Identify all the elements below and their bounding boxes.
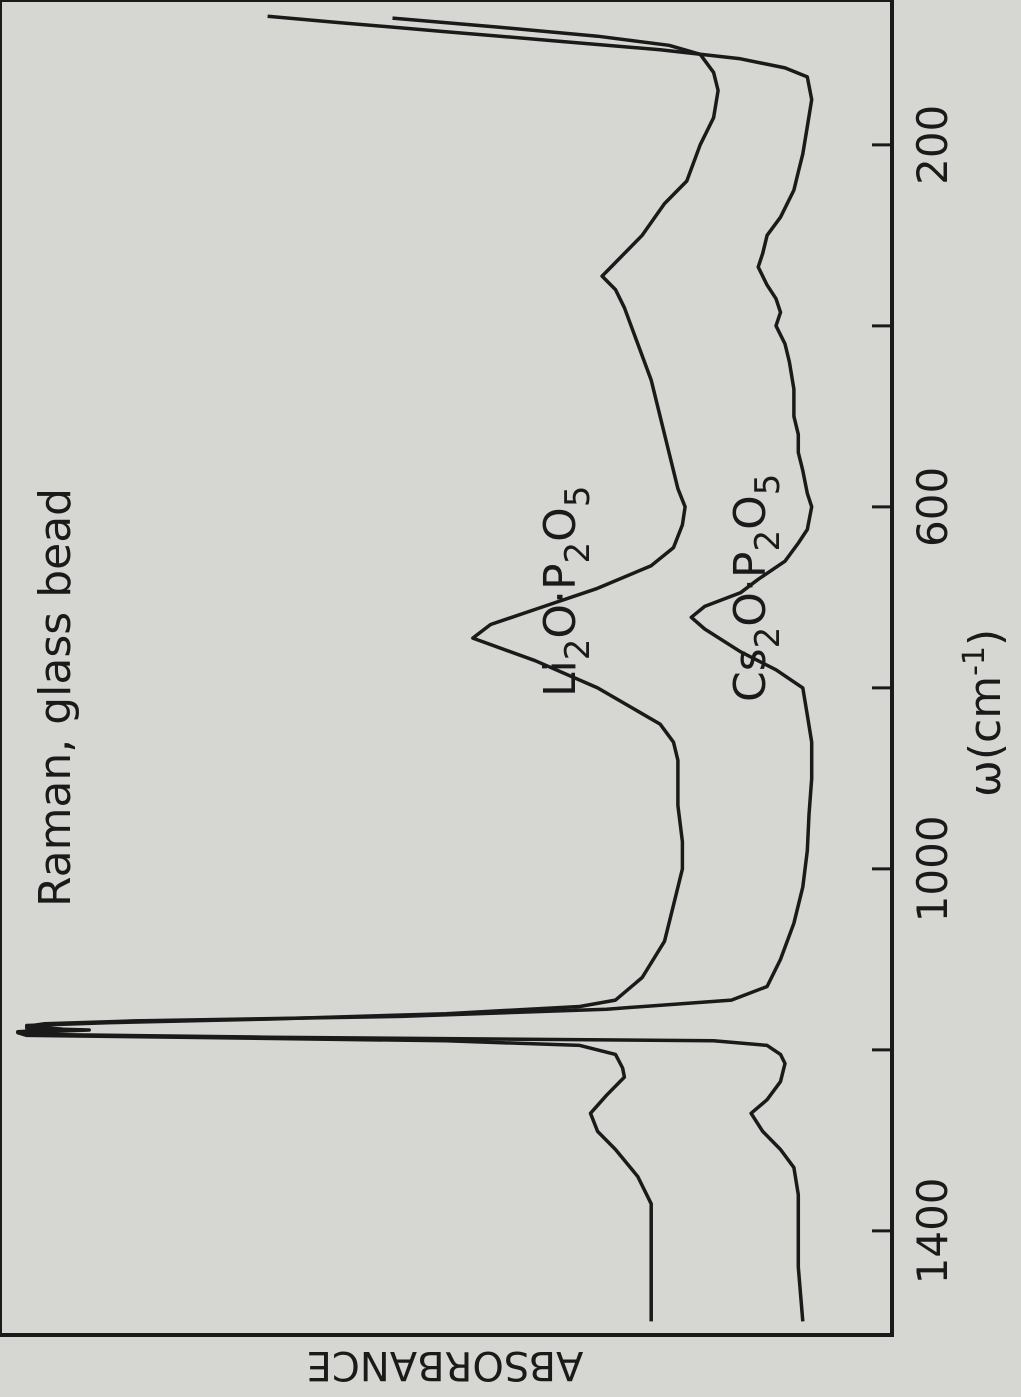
y-axis-label: ABSORBANCE bbox=[307, 1342, 584, 1388]
chart: 200 600 1000 1400 Raman, glass bead Li2O·P2… bbox=[0, 0, 1011, 1337]
x-ticks bbox=[872, 143, 892, 1233]
x-axis-label: ω(cm-1) bbox=[957, 629, 1011, 797]
series-label-li: Li2O·P2O5 bbox=[535, 486, 598, 697]
x-tick-label: 200 bbox=[908, 105, 957, 185]
x-tick-label: 1400 bbox=[908, 1177, 957, 1284]
cs2o-p2o5-curve bbox=[16, 14, 814, 1322]
x-tick-label: 1000 bbox=[908, 815, 957, 922]
plot-frame bbox=[0, 0, 894, 1337]
series-label-cs: Cs2O·P2O5 bbox=[725, 474, 788, 702]
chart-title: Raman, glass bead bbox=[30, 488, 81, 907]
curves bbox=[16, 14, 814, 1322]
x-tick-labels: 200 600 1000 1400 bbox=[908, 105, 957, 1285]
x-tick-label: 600 bbox=[908, 467, 957, 547]
li2o-p2o5-curve bbox=[16, 16, 720, 1322]
